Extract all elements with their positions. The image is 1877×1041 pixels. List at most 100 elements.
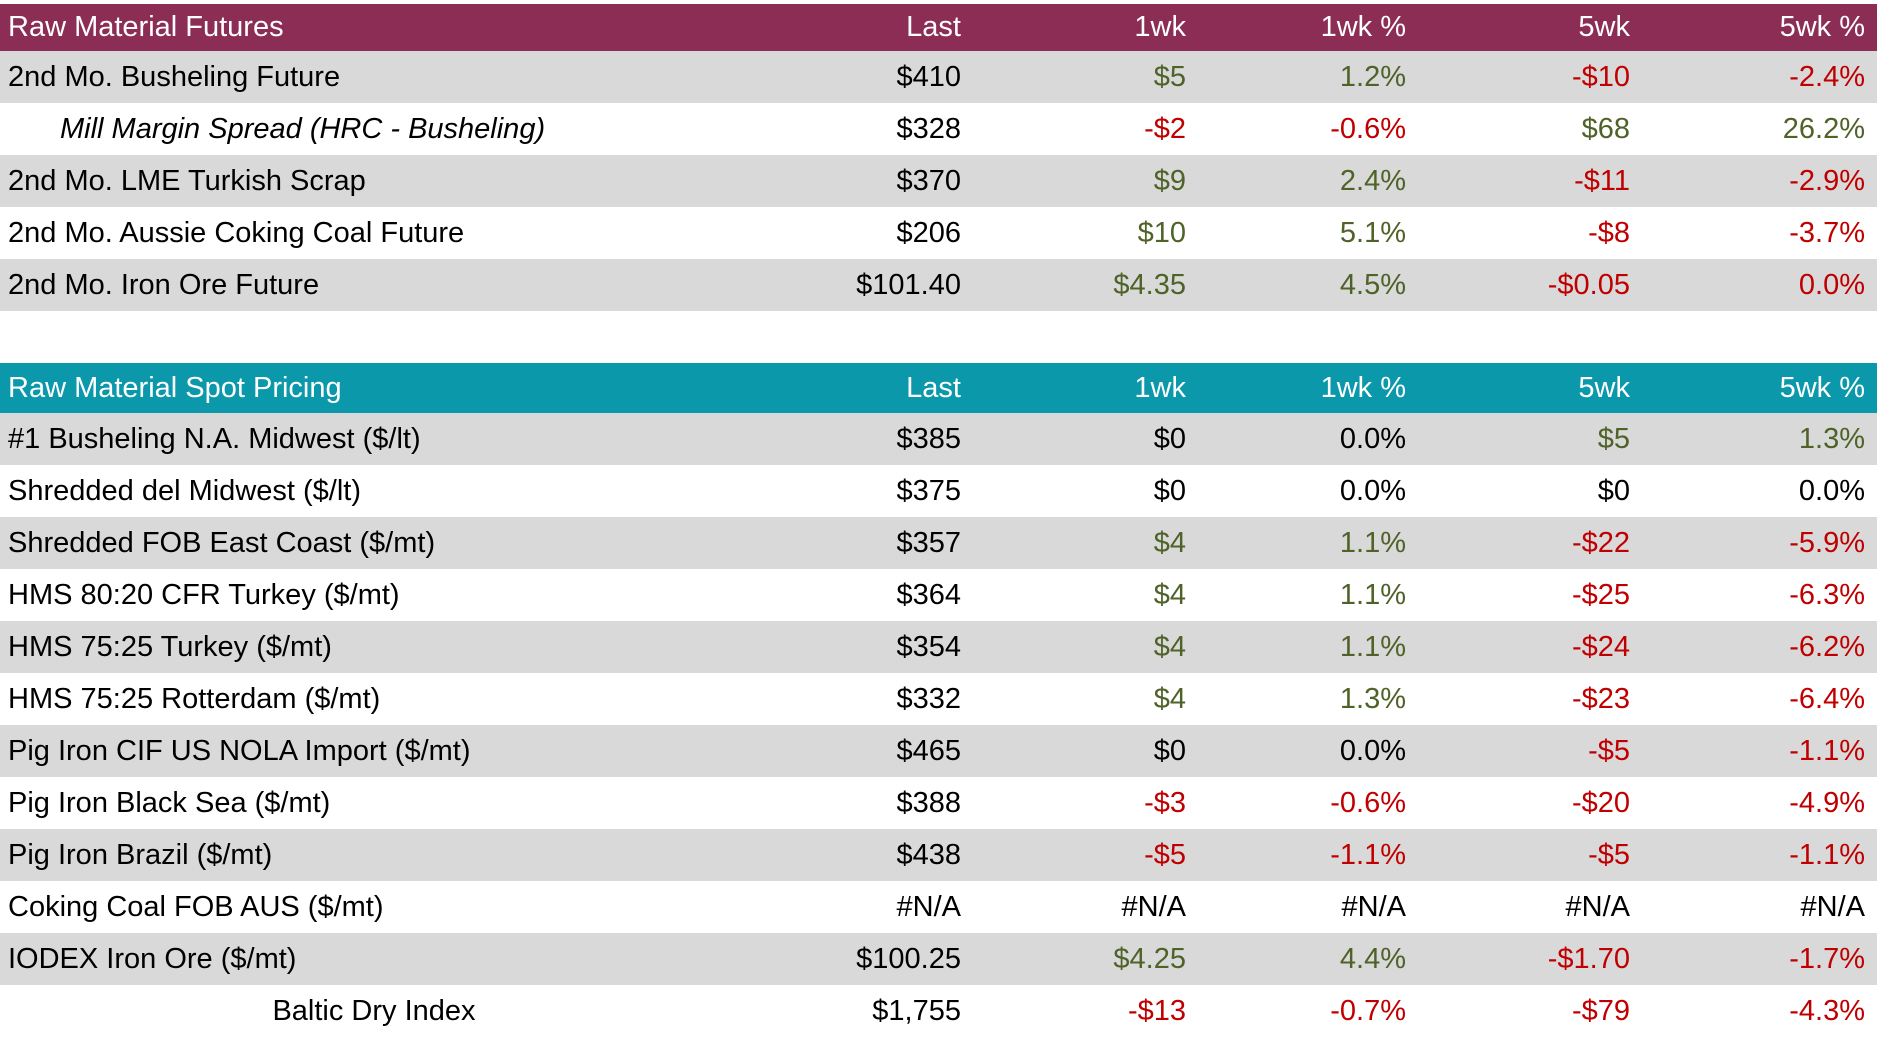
col-header-1wk-pct: 1wk % [1320,371,1406,404]
cell-5wk-pct: -2.9% [1789,164,1865,197]
table-row: Pig Iron Black Sea ($/mt) $388 -$3 -0.6% -$2… [0,777,1877,829]
cell-1wk: -$5 [1144,838,1186,871]
cell-5wk-pct: -5.9% [1789,526,1865,559]
row-label: 2nd Mo. Aussie Coking Coal Future [8,216,465,249]
cell-1wk: -$2 [1144,112,1186,145]
cell-1wk-pct: 1.3% [1339,682,1406,715]
table-row: HMS 75:25 Turkey ($/mt) $354 $4 1.1% -$24 -6.… [0,621,1877,673]
cell-1wk: $10 [1137,216,1186,249]
table-header-row: Raw Material Spot Pricing Last 1wk 1wk % 5wk… [0,363,1877,413]
row-label: IODEX Iron Ore ($/mt) [8,942,297,975]
cell-last: $410 [896,60,961,93]
cell-5wk: -$22 [1571,526,1630,559]
cell-5wk: -$5 [1588,838,1630,871]
cell-1wk: $0 [1153,422,1186,455]
cell-5wk-pct: -1.7% [1789,942,1865,975]
cell-1wk-pct: 4.4% [1339,942,1406,975]
col-header-5wk-pct: 5wk % [1779,371,1865,404]
cell-1wk-pct: 2.4% [1339,164,1406,197]
table-row: 2nd Mo. Busheling Future $410 $5 1.2% -$10 -2… [0,51,1877,103]
row-label: Coking Coal FOB AUS ($/mt) [8,890,384,923]
cell-1wk-pct: #N/A [1341,890,1406,923]
row-label: Mill Margin Spread (HRC - Busheling) [60,112,546,145]
cell-5wk: -$25 [1571,578,1630,611]
raw-material-spot-pricing-body: Raw Material Spot Pricing Last 1wk 1wk % 5wk… [0,363,1877,1037]
cell-1wk-pct: -0.7% [1330,994,1406,1027]
table-row: 2nd Mo. Aussie Coking Coal Future $206 $10… [0,207,1877,259]
cell-5wk: $5 [1597,422,1630,455]
row-label: Pig Iron Black Sea ($/mt) [8,786,331,819]
row-label: HMS 80:20 CFR Turkey ($/mt) [8,578,400,611]
row-label: Shredded del Midwest ($/lt) [8,474,361,507]
cell-5wk-pct: -6.3% [1789,578,1865,611]
cell-5wk: -$5 [1588,734,1630,767]
table-row: HMS 80:20 CFR Turkey ($/mt) $364 $4 1.1% -$2… [0,569,1877,621]
cell-5wk: $68 [1581,112,1630,145]
cell-5wk-pct: -2.4% [1789,60,1865,93]
cell-5wk-pct: -1.1% [1789,838,1865,871]
cell-last: $370 [896,164,961,197]
cell-last: $100.25 [856,942,961,975]
cell-5wk-pct: -6.4% [1789,682,1865,715]
row-label: HMS 75:25 Rotterdam ($/mt) [8,682,381,715]
table-row: HMS 75:25 Rotterdam ($/mt) $332 $4 1.3% -$23… [0,673,1877,725]
cell-5wk-pct: 26.2% [1782,112,1865,145]
cell-1wk-pct: 1.1% [1339,578,1406,611]
col-header-5wk: 5wk [1578,11,1630,43]
cell-1wk-pct: 0.0% [1339,734,1406,767]
row-label: Shredded FOB East Coast ($/mt) [8,526,436,559]
table-spacer [0,311,1877,363]
cell-last: $332 [896,682,961,715]
cell-5wk-pct: -6.2% [1789,630,1865,663]
cell-1wk-pct: 1.1% [1339,630,1406,663]
cell-5wk-pct: -3.7% [1789,216,1865,249]
table-row: #1 Busheling N.A. Midwest ($/lt) $385 $0 0.… [0,413,1877,465]
cell-1wk: $4 [1153,630,1186,663]
table-row: Baltic Dry Index $1,755 -$13 -0.7% -$79 -4.3% [0,985,1877,1037]
cell-1wk: $9 [1153,164,1186,197]
cell-last: $364 [896,578,961,611]
row-label: 2nd Mo. Busheling Future [8,60,341,93]
cell-5wk-pct: 0.0% [1798,268,1865,301]
cell-5wk: $0 [1597,474,1630,507]
col-header-last: Last [906,371,961,404]
raw-material-futures-body: Raw Material Futures Last 1wk 1wk % 5wk 5wk %… [0,4,1877,311]
cell-5wk-pct: -1.1% [1789,734,1865,767]
raw-material-spot-pricing-table: Raw Material Spot Pricing Last 1wk 1wk % 5wk… [0,363,1877,1037]
cell-5wk-pct: 1.3% [1798,422,1865,455]
cell-last: $328 [896,112,961,145]
table-row: 2nd Mo. LME Turkish Scrap $370 $9 2.4% -$11 -… [0,155,1877,207]
cell-last: $1,755 [872,994,961,1027]
cell-1wk-pct: 1.1% [1339,526,1406,559]
cell-1wk-pct: -0.6% [1330,786,1406,819]
cell-1wk-pct: 4.5% [1339,268,1406,301]
cell-last: $438 [896,838,961,871]
row-label: 2nd Mo. Iron Ore Future [8,268,320,301]
cell-last: $375 [896,474,961,507]
row-label: Baltic Dry Index [272,994,476,1027]
col-header-5wk: 5wk [1578,371,1630,404]
table-row: Mill Margin Spread (HRC - Busheling) $328… [0,103,1877,155]
cell-1wk-pct: -1.1% [1330,838,1406,871]
col-header-last: Last [906,11,961,43]
cell-last: $465 [896,734,961,767]
row-label: 2nd Mo. LME Turkish Scrap [8,164,366,197]
table-title: Raw Material Futures [8,11,284,43]
cell-5wk: -$23 [1571,682,1630,715]
cell-1wk-pct: 1.2% [1339,60,1406,93]
cell-last: $206 [896,216,961,249]
cell-5wk-pct: -4.9% [1789,786,1865,819]
table-row: Coking Coal FOB AUS ($/mt) #N/A #N/A #N/A #N… [0,881,1877,933]
cell-1wk: $4.35 [1113,268,1186,301]
row-label: Pig Iron CIF US NOLA Import ($/mt) [8,734,471,767]
cell-last: $101.40 [856,268,961,301]
row-label: Pig Iron Brazil ($/mt) [8,838,273,871]
cell-1wk: #N/A [1121,890,1186,923]
cell-last: $357 [896,526,961,559]
table-row: Pig Iron CIF US NOLA Import ($/mt) $465 $0… [0,725,1877,777]
cell-5wk: -$11 [1574,164,1630,197]
cell-last: #N/A [896,890,961,923]
cell-5wk: -$0.05 [1547,268,1630,301]
cell-1wk: $0 [1153,734,1186,767]
cell-1wk-pct: 0.0% [1339,422,1406,455]
